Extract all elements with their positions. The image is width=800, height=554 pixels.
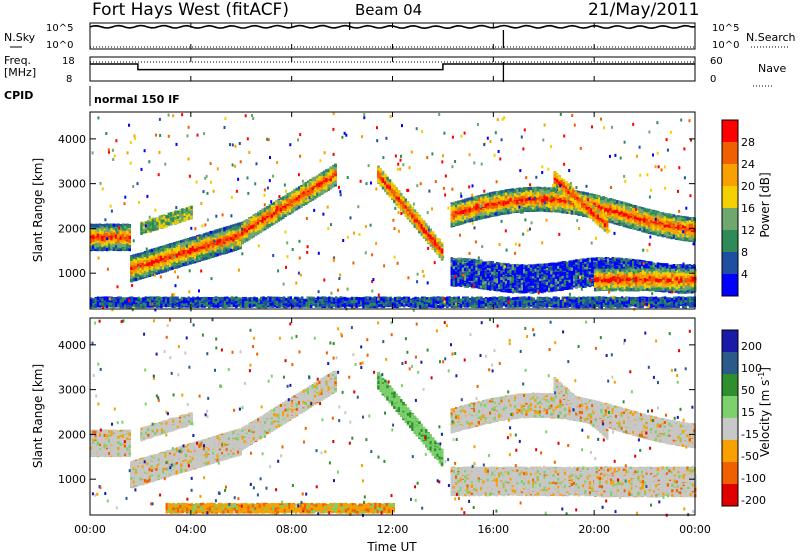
nsky-top-tick-right: 10^5 — [712, 23, 739, 34]
freq-bottom-tick: 8 — [66, 74, 72, 85]
nave-top-tick: 60 — [710, 56, 723, 67]
power-band — [92, 239, 94, 242]
series-freq- — [90, 64, 695, 70]
figure: Fort Hays West (fitACF) Beam 04 21/May/2… — [0, 0, 800, 554]
date-label: 21/May/2011 — [588, 0, 700, 20]
freq-label-2: [MHz] — [4, 66, 36, 79]
cpid-label: CPID — [4, 89, 33, 102]
nsearch-label: N.Search — [746, 31, 796, 44]
cpid-value: normal 150 IF — [94, 93, 180, 106]
nsky-top-tick: 10^5 — [46, 23, 73, 34]
freq-top-tick: 18 — [62, 56, 75, 67]
nave-bottom-tick: 0 — [710, 74, 716, 85]
power-band — [92, 230, 94, 233]
beam-label: Beam 04 — [355, 1, 422, 19]
power-band — [92, 224, 94, 227]
station-title: Fort Hays West (fitACF) — [92, 0, 289, 20]
nsky-bottom-tick-right: 10^0 — [712, 40, 739, 51]
nave-label: Nave — [758, 62, 786, 75]
nsky-label: N.Sky — [4, 31, 36, 44]
nsky-bottom-tick: 10^0 — [46, 40, 73, 51]
power-panel — [90, 112, 696, 312]
